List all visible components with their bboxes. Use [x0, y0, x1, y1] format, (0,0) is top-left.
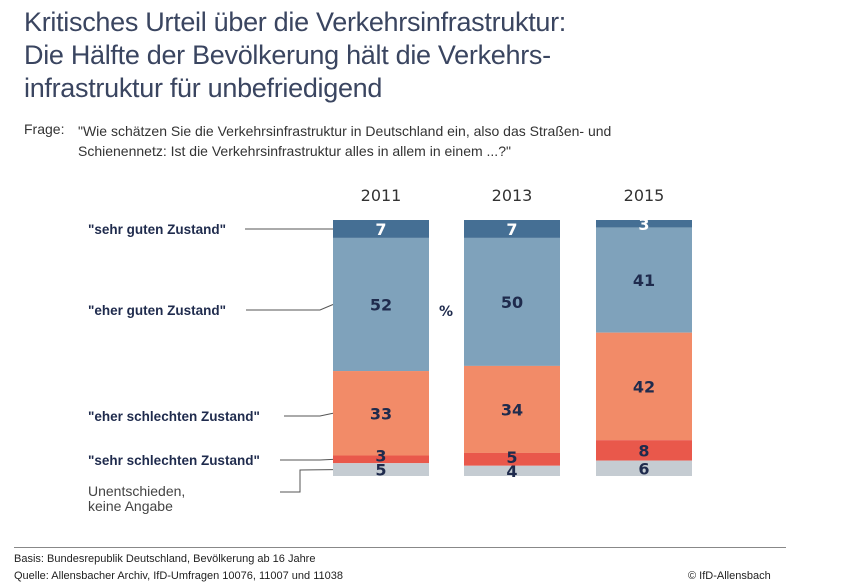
bar-segment-2011-5 [333, 463, 429, 476]
bar-segment-2013-2 [464, 237, 560, 366]
data-label-2011-3: 33 [370, 404, 392, 423]
bar-segment-2013-5 [464, 465, 560, 476]
data-label-2011-5: 5 [375, 461, 386, 480]
question-line-2: Schienennetz: Ist die Verkehrsinfrastruk… [78, 143, 511, 159]
leader-line-5 [280, 469, 334, 493]
unit-label: % [439, 304, 453, 320]
data-label-2015-1: 3 [638, 215, 649, 234]
data-label-2015-2: 41 [633, 271, 655, 290]
data-label-2011-4: 3 [375, 447, 386, 466]
footer-copyright: © IfD-Allensbach [688, 570, 771, 582]
data-label-2013-3: 34 [501, 400, 523, 419]
legend-label-5-line-2: keine Angabe [88, 498, 173, 514]
data-label-2015-4: 8 [638, 441, 649, 460]
data-label-2013-2: 50 [501, 293, 523, 312]
title-line-1: Kritisches Urteil über die Verkehrsinfra… [24, 7, 567, 37]
bar-segment-2015-5 [596, 460, 692, 476]
question-line-1: "Wie schätzen Sie die Verkehrsinfrastruk… [78, 123, 612, 139]
leader-line-2 [246, 304, 334, 311]
question-text: "Wie schätzen Sie die Verkehrsinfrastruk… [78, 121, 611, 161]
bar-segment-2011-4 [333, 455, 429, 464]
data-label-2013-1: 7 [506, 220, 517, 239]
bar-segment-2015-4 [596, 440, 692, 461]
data-label-2015-3: 42 [633, 377, 655, 396]
data-label-2013-5: 4 [506, 462, 517, 481]
year-label-2011: 2011 [361, 186, 402, 205]
leader-line-4 [280, 458, 334, 461]
bar-segment-2015-3 [596, 332, 692, 441]
bar-segment-2011-2 [333, 237, 429, 372]
bar-segment-2013-3 [464, 365, 560, 453]
bar-segment-2013-1 [464, 220, 560, 238]
data-label-2013-4: 5 [506, 448, 517, 467]
legend-label-4: "sehr schlechten Zustand" [88, 453, 260, 468]
bar-segment-2015-1 [596, 220, 692, 228]
footer-basis: Basis: Bundesrepublik Deutschland, Bevöl… [14, 553, 316, 565]
legend-label-3: "eher schlechten Zustand" [88, 409, 260, 424]
footer-divider [14, 547, 786, 548]
bar-segment-2015-2 [596, 227, 692, 333]
legend-label-5-line-1: Unentschieden, [88, 483, 185, 499]
legend-label-1: "sehr guten Zustand" [88, 222, 226, 237]
title-line-3: infrastruktur für unbefriedigend [24, 73, 383, 103]
legend-label-2: "eher guten Zustand" [88, 303, 226, 318]
footer-source: Quelle: Allensbacher Archiv, IfD-Umfrage… [14, 570, 343, 582]
question-label: Frage: [24, 121, 65, 137]
bar-segment-2013-4 [464, 452, 560, 466]
leader-line-3 [284, 412, 334, 417]
data-label-2015-5: 6 [638, 459, 649, 478]
title-line-2: Die Hälfte der Bevölkerung hält die Verk… [24, 40, 551, 70]
data-label-2011-2: 52 [370, 295, 392, 314]
bar-segment-2011-1 [333, 220, 429, 238]
chart-title: Kritisches Urteil über die Verkehrsinfra… [24, 6, 566, 105]
bar-segment-2011-3 [333, 371, 429, 456]
year-label-2013: 2013 [492, 186, 533, 205]
data-label-2011-1: 7 [375, 220, 386, 239]
year-label-2015: 2015 [624, 186, 665, 205]
